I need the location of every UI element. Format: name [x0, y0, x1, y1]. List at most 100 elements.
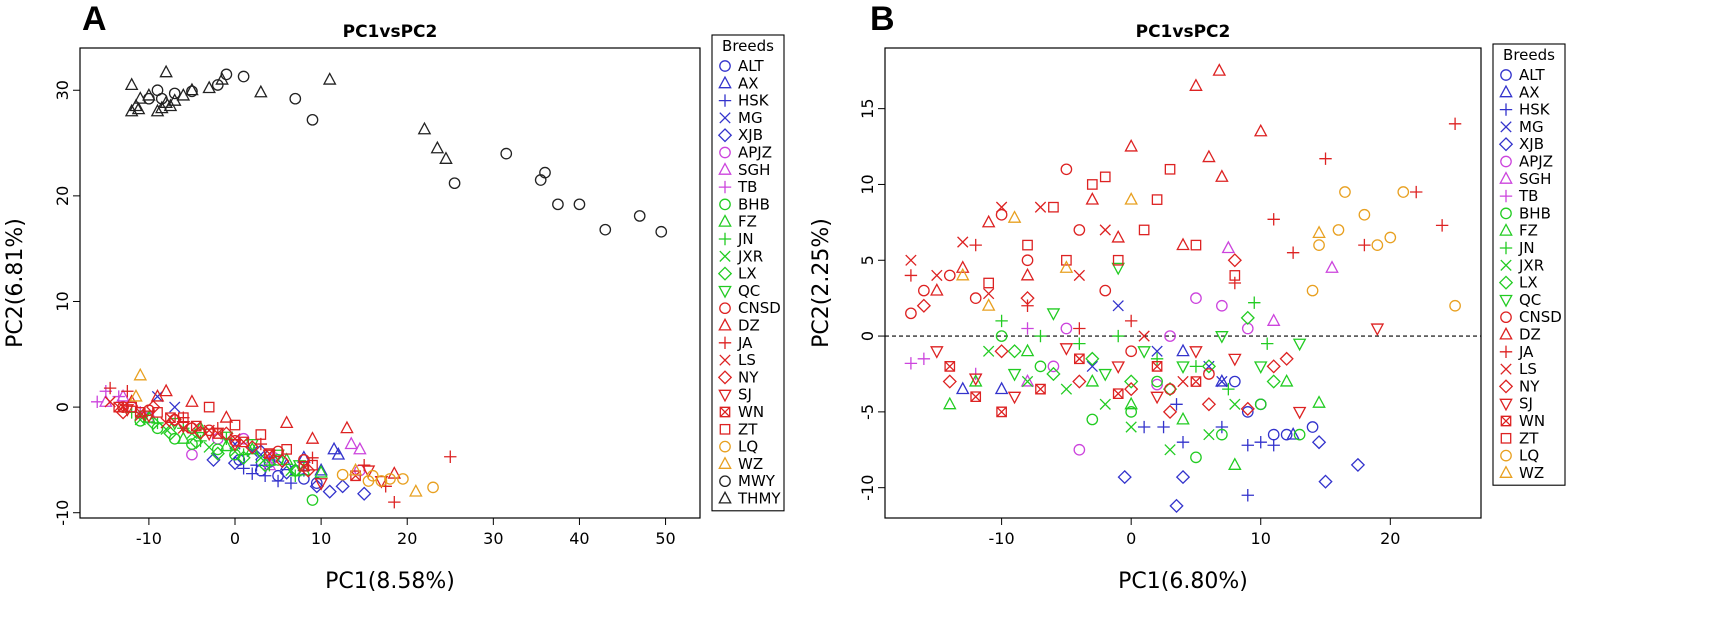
point-zt — [1151, 194, 1163, 205]
point-cnsd — [1060, 163, 1073, 176]
legend-label-alt: ALT — [1519, 66, 1546, 84]
point-sj — [1150, 391, 1164, 405]
point-cnsd — [1164, 383, 1176, 395]
point-apjz — [186, 448, 198, 461]
point-jn — [995, 314, 1008, 328]
point-wn — [1112, 388, 1124, 400]
point-xjb — [357, 486, 372, 501]
point-zt — [1164, 163, 1176, 175]
point-lx — [1007, 344, 1022, 359]
legend-marker-xjb — [717, 128, 733, 143]
point-alt — [1306, 421, 1319, 433]
point-ny — [1227, 253, 1242, 268]
x-tick-label: 20 — [397, 529, 417, 548]
point-mwy — [186, 85, 198, 98]
x-tick-label: 20 — [1380, 529, 1400, 548]
point-sgh — [1221, 240, 1236, 254]
point-wz — [133, 367, 148, 381]
point-wz — [1124, 192, 1138, 205]
point-sj — [374, 475, 389, 489]
point-ny — [1162, 404, 1178, 419]
legend-marker-hsk — [1499, 103, 1513, 116]
point-ja — [1228, 276, 1242, 290]
legend-label-mwy: MWY — [738, 472, 776, 490]
legend-marker-bhb — [719, 198, 731, 211]
legend-label-xjb: XJB — [1519, 135, 1544, 153]
point-ja — [1448, 117, 1462, 131]
point-lx — [1201, 359, 1217, 374]
y-tick-label: -10 — [858, 475, 877, 501]
point-apjz — [1164, 330, 1176, 342]
point-bhb — [211, 443, 224, 456]
legend-marker-ja — [1499, 345, 1513, 358]
legend-marker-fz — [1499, 223, 1513, 236]
point-lq — [1306, 284, 1319, 297]
point-fz — [1020, 343, 1035, 357]
point-sj — [202, 428, 216, 442]
point-dz — [219, 410, 234, 423]
point-jn — [1248, 296, 1261, 309]
data-points — [91, 64, 668, 509]
point-dz — [305, 431, 320, 444]
point-ax — [1176, 343, 1190, 357]
point-qc — [1253, 361, 1268, 374]
point-ls — [1073, 269, 1086, 282]
legend-label-fz: FZ — [738, 213, 757, 231]
point-cnsd — [1203, 368, 1215, 380]
point-ny — [275, 453, 290, 469]
point-dz — [387, 466, 402, 479]
legend-marker-lq — [1500, 449, 1512, 462]
point-ja — [254, 437, 268, 451]
point-dz — [1020, 267, 1035, 281]
legend-marker-apjz — [1500, 155, 1512, 168]
legend-marker-sgh — [1499, 171, 1513, 184]
plot-frame — [79, 47, 701, 519]
point-ja — [306, 451, 319, 464]
point-sj — [1111, 361, 1126, 374]
point-ny — [1124, 382, 1139, 397]
point-wz — [1059, 260, 1074, 273]
point-ja — [444, 450, 457, 463]
point-lq — [366, 469, 379, 482]
point-sgh — [1020, 373, 1035, 387]
point-jn — [1112, 329, 1125, 343]
point-qc — [1292, 338, 1307, 352]
point-jxr — [1164, 444, 1176, 456]
point-wn — [1151, 361, 1163, 372]
point-lx — [1240, 310, 1255, 325]
x-tick-label: 0 — [1126, 529, 1136, 548]
point-sgh — [1266, 313, 1281, 326]
legend-marker-ax — [1499, 84, 1513, 98]
point-mwy — [552, 198, 564, 211]
point-tb — [1021, 322, 1034, 335]
legend-label-qc: QC — [1519, 291, 1541, 309]
point-wn — [350, 470, 361, 482]
point-sgh — [116, 388, 130, 402]
point-sj — [1370, 323, 1385, 337]
legend-label-jn: JN — [1518, 239, 1535, 257]
legend-label-ax: AX — [738, 74, 759, 92]
legend-marker-jxr — [1500, 259, 1512, 271]
point-hsk — [1137, 420, 1151, 434]
point-wn — [264, 448, 275, 459]
point-mwy — [237, 70, 250, 83]
point-apjz — [1047, 360, 1060, 373]
point-cnsd — [905, 307, 917, 320]
point-mwy — [500, 147, 513, 160]
point-zt — [1061, 254, 1072, 266]
point-mg — [169, 401, 181, 413]
point-sj — [176, 421, 191, 434]
point-lq — [384, 473, 396, 485]
legend-label-lq: LQ — [738, 438, 758, 456]
point-lq — [336, 468, 349, 481]
point-lq — [1384, 231, 1397, 244]
legend-marker-ls — [1500, 363, 1512, 375]
point-zt — [255, 429, 267, 440]
legend-marker-lq — [719, 440, 731, 453]
legend-label-fz: FZ — [1519, 222, 1538, 240]
point-mwy — [220, 68, 233, 81]
legend-title: Breeds — [722, 37, 774, 55]
point-jxr — [1099, 398, 1111, 410]
legend-label-tb: TB — [1518, 187, 1538, 205]
legend-label-hsk: HSK — [1519, 101, 1551, 119]
